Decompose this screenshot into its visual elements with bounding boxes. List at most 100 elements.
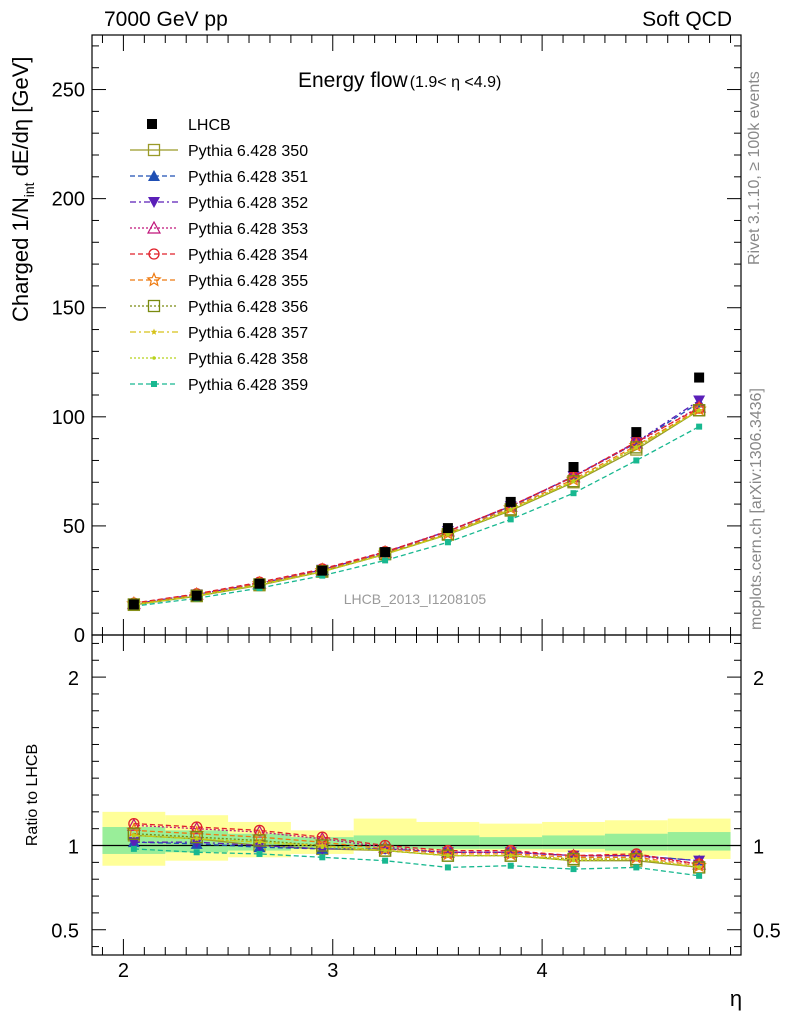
series-point-353 — [189, 821, 204, 835]
ratio-y-tick-label-right: 0.5 — [753, 921, 781, 943]
data-point-lhcb — [631, 427, 642, 438]
legend-marker — [148, 197, 160, 208]
legend-marker — [148, 170, 160, 181]
series-point-352 — [693, 855, 706, 867]
ratio-band-green — [604, 833, 668, 851]
series-point-359 — [570, 866, 577, 873]
legend-marker — [147, 299, 161, 313]
legend-label: Pythia 6.428 352 — [188, 195, 308, 212]
series-point-359 — [319, 854, 326, 861]
ratio-y-tick-label-right: 2 — [753, 668, 764, 690]
series-line-359 — [133, 848, 700, 877]
series-point-358 — [697, 408, 701, 413]
ratio-y-tick-label-right: 1 — [753, 837, 764, 859]
series-line-357 — [133, 409, 700, 606]
legend-marker — [147, 143, 161, 157]
legend: LHCB Pythia 6.428 350 Pythia 6.428 351 Pyth… — [130, 117, 308, 394]
series-point-353 — [252, 824, 267, 838]
series-line-351 — [133, 402, 700, 605]
series-point-355 — [691, 401, 707, 416]
y-tick-label: 100 — [52, 407, 85, 429]
series-point-358 — [508, 853, 513, 858]
data-point-lhcb — [505, 496, 516, 507]
series-point-358 — [508, 507, 513, 512]
data-point-lhcb — [254, 578, 265, 589]
legend-marker — [150, 328, 158, 335]
ratio-y-tick-label: 1 — [68, 837, 79, 859]
series-line-358 — [133, 409, 700, 606]
series-point-358 — [571, 479, 576, 484]
legend-label: Pythia 6.428 356 — [188, 299, 308, 316]
data-point-lhcb — [317, 565, 328, 576]
series-point-358 — [697, 865, 701, 870]
ratio-y-tick-label: 2 — [68, 668, 79, 690]
chart-title: Energy flow (1.9< η <4.9) — [298, 69, 501, 92]
analysis-watermark: LHCB_2013_I1208105 — [344, 591, 487, 607]
legend-label: Pythia 6.428 353 — [188, 221, 308, 238]
series-line-355 — [133, 829, 700, 867]
ratio-y-tick-label: 0.5 — [51, 921, 79, 943]
series-point-359 — [633, 864, 640, 871]
series-point-359 — [382, 557, 389, 564]
chart-title-main: Energy flow — [298, 69, 409, 92]
ratio-panel: 0.5 0.5 1 1 2 2 2 3 4 η Ratio to LHCB — [24, 634, 781, 1011]
ratio-band-green — [667, 832, 731, 851]
series-point-358 — [446, 853, 450, 858]
series-point-356 — [567, 475, 580, 488]
legend-label: Pythia 6.428 357 — [188, 325, 308, 342]
legend-marker — [146, 271, 162, 287]
series-line-353 — [133, 406, 700, 605]
series-point-356 — [190, 830, 203, 844]
y-axis-label-part: Charged 1/N — [8, 197, 33, 322]
series-point-359 — [256, 850, 263, 857]
legend-label: Pythia 6.428 359 — [188, 377, 308, 394]
series-point-353 — [126, 818, 141, 831]
legend-marker-lhcb — [147, 119, 157, 129]
series-point-358 — [257, 840, 262, 844]
legend-label: Pythia 6.428 354 — [188, 247, 308, 264]
series-point-356 — [692, 404, 706, 417]
series-point-358 — [446, 532, 450, 537]
ratio-band-green — [542, 835, 605, 849]
data-point-lhcb — [128, 599, 139, 610]
y-tick-label: 50 — [63, 516, 85, 538]
series-point-356 — [253, 834, 266, 847]
series-point-359 — [193, 849, 200, 856]
series-point-359 — [696, 872, 703, 879]
x-axis-label: η — [730, 986, 742, 1011]
data-point-lhcb — [191, 590, 202, 601]
y-axis-label: Charged 1/Nint dE/dη [GeV] — [8, 56, 37, 322]
series-point-359 — [507, 516, 514, 523]
x-tick-label: 4 — [537, 960, 548, 982]
data-point-lhcb — [568, 462, 579, 472]
series-point-358 — [634, 857, 639, 861]
series-point-359 — [130, 845, 137, 852]
series-point-358 — [634, 445, 639, 450]
series-point-358 — [320, 845, 325, 850]
y-tick-label: 150 — [52, 298, 85, 320]
legend-label: Pythia 6.428 355 — [188, 273, 308, 290]
series-line-352 — [133, 399, 700, 605]
series-point-356 — [127, 827, 141, 840]
series-line-356 — [133, 409, 700, 606]
legend-label: Pythia 6.428 350 — [188, 143, 308, 160]
series-point-359 — [444, 539, 451, 546]
data-point-lhcb — [694, 372, 705, 383]
y-tick-label: 0 — [74, 625, 85, 647]
series-line-353 — [133, 824, 700, 865]
y-tick-label: 200 — [52, 189, 85, 211]
series-line-357 — [133, 834, 700, 869]
series-line-355 — [133, 408, 700, 605]
legend-marker — [151, 381, 157, 387]
series-point-359 — [507, 862, 514, 869]
x-tick-label: 2 — [118, 960, 129, 982]
series-point-359 — [570, 490, 577, 497]
legend-label: Pythia 6.428 358 — [188, 351, 308, 368]
header-left: 7000 GeV pp — [104, 8, 228, 31]
legend-marker — [146, 220, 162, 234]
series-point-358 — [383, 848, 387, 853]
data-point-lhcb — [442, 523, 453, 534]
legend-marker — [152, 356, 156, 360]
y-tick-label: 250 — [52, 80, 85, 102]
